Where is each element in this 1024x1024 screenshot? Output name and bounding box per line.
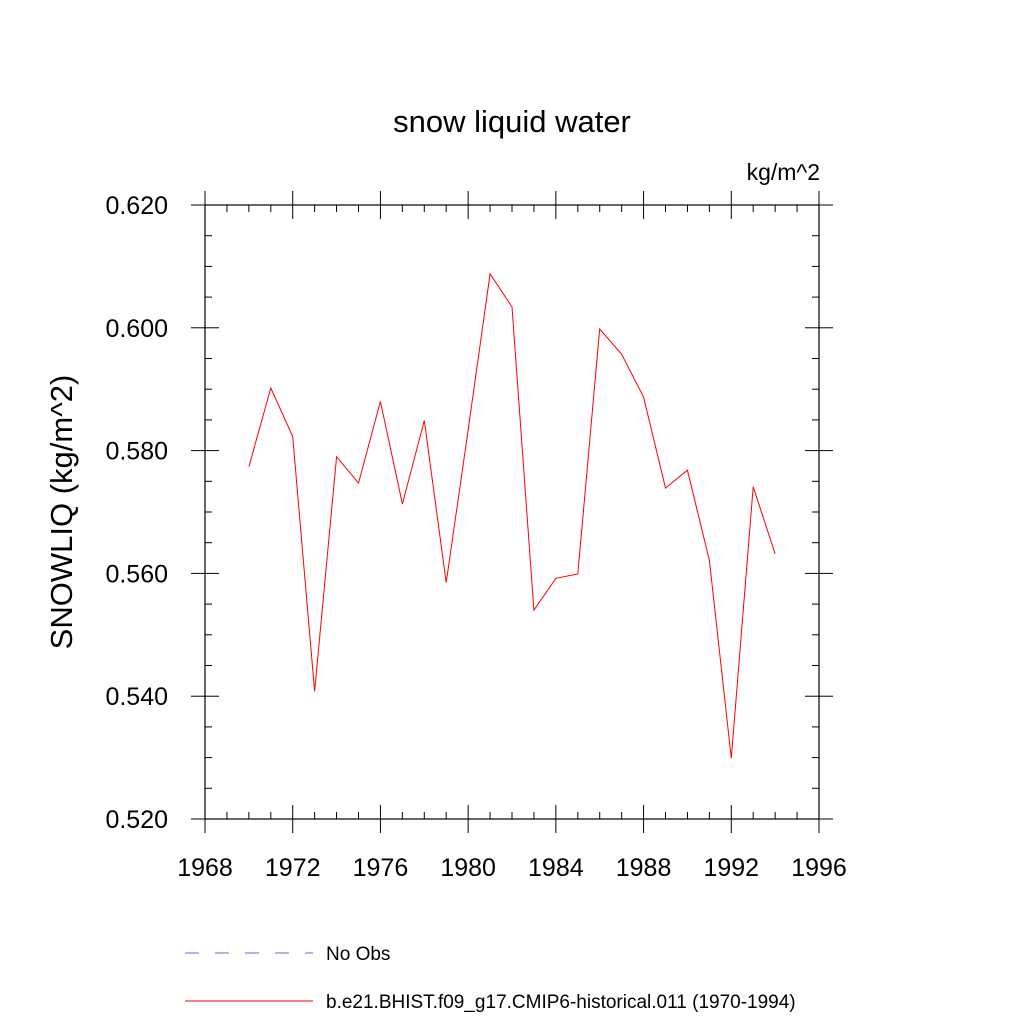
legend-label: b.e21.BHIST.f09_g17.CMIP6-historical.011… <box>326 992 796 1013</box>
y-tick-label: 0.580 <box>105 438 168 466</box>
x-tick-label: 1976 <box>353 854 409 882</box>
x-tick-label: 1996 <box>791 854 847 882</box>
y-tick-label: 0.560 <box>105 560 168 588</box>
y-tick-label: 0.600 <box>105 315 168 343</box>
x-tick-label: 1988 <box>616 854 672 882</box>
legend: No Obs b.e21.BHIST.f09_g17.CMIP6-historic… <box>185 944 796 1013</box>
y-tick-label: 0.520 <box>105 806 168 834</box>
x-tick-label: 1980 <box>440 854 496 882</box>
y-tick-label: 0.540 <box>105 683 168 711</box>
plot-frame <box>204 204 820 820</box>
data-series <box>248 272 776 759</box>
x-tick-label: 1972 <box>265 854 321 882</box>
x-tick-label: 1992 <box>703 854 759 882</box>
legend-label: No Obs <box>326 944 390 965</box>
series-line <box>248 272 776 759</box>
y-tick-label: 0.620 <box>105 192 168 220</box>
x-tick-label: 1968 <box>177 854 233 882</box>
y-axis-label: SNOWLIQ (kg/m^2) <box>44 375 79 650</box>
units-label: kg/m^2 <box>747 159 820 185</box>
chart-title: snow liquid water <box>393 104 631 139</box>
axes: 1968 1972 1976 1980 1984 1988 1992 1996 0.520 0.5… <box>105 191 847 882</box>
x-tick-label: 1984 <box>528 854 584 882</box>
